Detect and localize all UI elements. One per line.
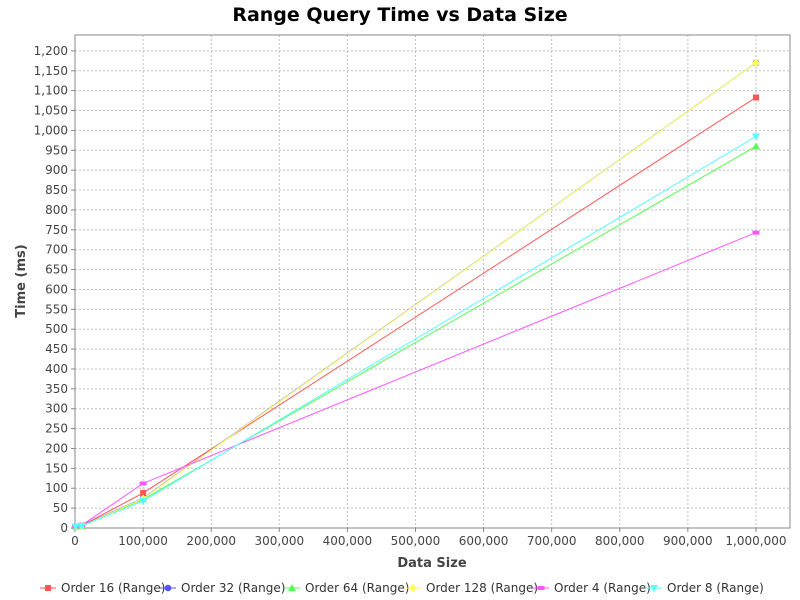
series-line [75,135,757,527]
y-axis-label: Time (ms) [14,244,29,317]
legend-swatch-marker [409,584,417,592]
x-tick-label: 0 [71,534,79,548]
series-layer [71,58,760,531]
legend-label: Order 128 (Range) [426,581,538,595]
data-point [71,523,80,531]
x-axis-label: Data Size [397,556,466,571]
legend-item: Order 128 (Range) [405,581,538,595]
y-tick-label: 900 [45,163,68,177]
legend: Order 16 (Range) Order 32 (Range) Order 64… [40,581,764,595]
y-tick-label: 300 [45,402,68,416]
y-tick-label: 400 [45,362,68,376]
legend-swatch-marker [288,584,296,591]
y-tick-label: 200 [45,441,68,455]
data-point [751,58,760,67]
legend-item: Order 4 (Range) [533,581,651,595]
x-tick-label: 100,000 [118,534,168,548]
y-tick-label: 50 [53,501,68,515]
y-tick-label: 550 [45,302,68,316]
x-tick-label: 900,000 [663,534,713,548]
data-point [751,133,760,141]
plot-area [74,34,791,529]
x-tick-label: 800,000 [595,534,645,548]
y-tick-label: 800 [45,203,68,217]
y-tick-label: 650 [45,263,68,277]
data-point [139,481,147,486]
y-tick-label: 250 [45,422,68,436]
legend-item: Order 32 (Range) [160,581,285,595]
data-point [752,230,760,235]
legend-swatch-marker [537,586,545,590]
legend-swatch-marker [45,585,51,591]
x-tick-label: 1,000,000 [725,534,786,548]
legend-swatch-marker [164,584,172,592]
legend-label: Order 32 (Range) [181,581,285,595]
x-tick-label: 500,000 [391,534,441,548]
y-tick-label: 700 [45,243,68,257]
y-tick-label: 950 [45,143,68,157]
chart-title: Range Query Time vs Data Size [232,4,567,26]
y-tick-label: 1,100 [34,84,68,98]
data-point [139,497,148,505]
data-point [751,142,760,150]
data-point [77,523,86,531]
y-tick-label: 600 [45,282,68,296]
y-tick-label: 350 [45,382,68,396]
data-point [752,94,759,101]
legend-item: Order 8 (Range) [646,581,764,595]
legend-label: Order 4 (Range) [554,581,651,595]
legend-label: Order 16 (Range) [61,581,165,595]
data-point [140,490,147,497]
grid [75,35,790,528]
y-tick-label: 1,150 [34,64,68,78]
y-axis: 0 50 100 150 200 250 300 350 400 450 500 550 600 650 7… [34,44,75,535]
legend-label: Order 8 (Range) [667,581,764,595]
x-tick-label: 400,000 [323,534,373,548]
legend-item: Order 64 (Range) [284,581,409,595]
y-tick-label: 1,200 [34,44,68,58]
y-tick-label: 100 [45,481,68,495]
y-tick-label: 450 [45,342,68,356]
y-tick-label: 1,050 [34,104,68,118]
legend-item: Order 16 (Range) [40,581,165,595]
y-tick-label: 0 [60,521,68,535]
x-tick-label: 700,000 [527,534,577,548]
y-tick-label: 150 [45,461,68,475]
series-6 [71,133,760,531]
y-tick-label: 1,000 [34,123,68,137]
x-axis: 0 100,000 200,000 300,000 400,000 500,000 600,… [71,528,786,548]
x-tick-label: 300,000 [254,534,304,548]
y-tick-label: 500 [45,322,68,336]
x-tick-label: 200,000 [186,534,236,548]
y-tick-label: 750 [45,223,68,237]
x-tick-label: 600,000 [459,534,509,548]
legend-swatch-marker [650,585,658,592]
y-tick-label: 850 [45,183,68,197]
legend-label: Order 64 (Range) [305,581,409,595]
